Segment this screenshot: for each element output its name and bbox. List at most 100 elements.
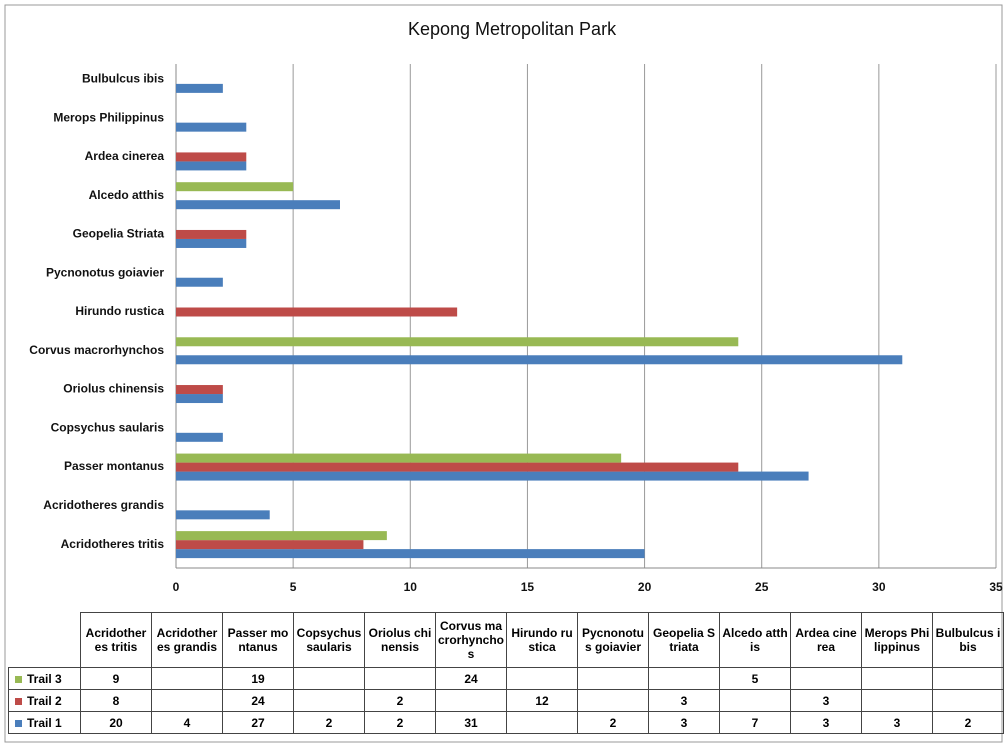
value-cell [293, 689, 365, 712]
bar [176, 394, 223, 404]
bar [176, 277, 223, 287]
bar [176, 83, 223, 93]
data-row: Trail 2 8 24 2 12 3 3 [8, 689, 1004, 712]
value-cell: 24 [222, 689, 294, 712]
bar [176, 432, 223, 442]
bar [176, 152, 247, 162]
y-tick-label: Acridotheres grandis [43, 498, 164, 512]
header-cell: Corvus macrorhynchos [435, 612, 507, 668]
x-tick-label: 15 [521, 580, 535, 594]
value-cell [151, 689, 223, 712]
header-cell: Alcedo atthis [719, 612, 791, 668]
value-cell: 3 [861, 711, 933, 734]
value-cell: 24 [435, 667, 507, 690]
bar [176, 355, 903, 365]
value-cell: 2 [293, 711, 365, 734]
value-cell: 3 [790, 711, 862, 734]
value-cell [435, 689, 507, 712]
legend-swatch [15, 675, 22, 683]
x-tick-label: 0 [173, 580, 180, 594]
legend-label: Trail 3 [27, 671, 62, 686]
chart-title: Kepong Metropolitan Park [408, 19, 617, 39]
y-tick-label: Bulbulcus ibis [82, 72, 164, 86]
bar [176, 453, 622, 463]
bar [176, 549, 645, 559]
legend-label: Trail 1 [27, 715, 62, 730]
legend-cell: Trail 3 [8, 667, 81, 690]
value-cell: 3 [648, 711, 720, 734]
bar [176, 200, 340, 210]
data-row: Trail 1 20 4 27 2 2 31 2 3 7 3 3 2 [8, 711, 1004, 734]
header-cell: Acridotheres grandis [151, 612, 223, 668]
header-cell: Ardea cinerea [790, 612, 862, 668]
value-cell [719, 689, 791, 712]
header-cell: Passer montanus [222, 612, 294, 668]
value-cell: 9 [80, 667, 152, 690]
legend-cell: Trail 1 [8, 711, 81, 734]
bar [176, 238, 247, 248]
value-cell: 19 [222, 667, 294, 690]
value-cell: 3 [648, 689, 720, 712]
header-row: Acridotheres tritis Acridotheres grandis P… [9, 612, 1004, 668]
bar [176, 229, 247, 239]
x-tick-label: 25 [755, 580, 769, 594]
legend-cell: Trail 2 [8, 689, 81, 712]
legend-swatch [15, 697, 22, 705]
y-tick-label: Alcedo atthis [89, 188, 165, 202]
chart-border [4, 4, 1003, 743]
blank-cell [9, 613, 81, 668]
value-cell: 2 [364, 711, 436, 734]
value-cell: 4 [151, 711, 223, 734]
value-cell [151, 667, 223, 690]
value-cell [932, 689, 1004, 712]
header-cell: Bulbulcus ibis [932, 612, 1004, 668]
value-cell [293, 667, 365, 690]
value-cell: 7 [719, 711, 791, 734]
value-cell [577, 689, 649, 712]
y-tick-label: Ardea cinerea [85, 149, 165, 163]
y-tick-label: Geopelia Striata [73, 227, 165, 241]
y-tick-label: Hirundo rustica [75, 304, 164, 318]
bar [176, 510, 270, 520]
value-cell: 2 [577, 711, 649, 734]
value-cell: 20 [80, 711, 152, 734]
x-tick-label: 30 [872, 580, 886, 594]
header-cell: Acridotheres tritis [80, 612, 152, 668]
bar [176, 540, 364, 550]
y-tick-label: Merops Philippinus [53, 110, 164, 124]
x-tick-label: 10 [404, 580, 418, 594]
value-cell: 31 [435, 711, 507, 734]
y-tick-label: Pycnonotus goiavier [46, 265, 164, 279]
header-cell: Pycnonotus goiavier [577, 612, 649, 668]
x-tick-label: 35 [989, 580, 1003, 594]
header-cell: Geopelia Striata [648, 612, 720, 668]
y-tick-label: Oriolus chinensis [63, 382, 164, 396]
header-cell: Copsychus saularis [293, 612, 365, 668]
value-cell [790, 667, 862, 690]
value-cell: 2 [932, 711, 1004, 734]
value-cell: 12 [506, 689, 578, 712]
x-tick-label: 5 [290, 580, 297, 594]
bar [176, 531, 387, 541]
value-cell: 3 [790, 689, 862, 712]
bar [176, 385, 223, 395]
value-cell [648, 667, 720, 690]
value-cell: 27 [222, 711, 294, 734]
y-tick-label: Acridotheres tritis [61, 537, 165, 551]
legend-label: Trail 2 [27, 693, 62, 708]
bar [176, 161, 247, 171]
y-tick-label: Passer montanus [64, 459, 164, 473]
bar [176, 462, 739, 472]
bar [176, 307, 458, 317]
x-tick-label: 20 [638, 580, 652, 594]
value-cell: 2 [364, 689, 436, 712]
value-cell [506, 711, 578, 734]
y-tick-label: Corvus macrorhynchos [29, 343, 164, 357]
header-cell: Oriolus chinensis [364, 612, 436, 668]
header-cell: Hirundo rustica [506, 612, 578, 668]
value-cell [932, 667, 1004, 690]
value-cell [861, 667, 933, 690]
legend-swatch [15, 719, 22, 727]
bar [176, 182, 294, 192]
